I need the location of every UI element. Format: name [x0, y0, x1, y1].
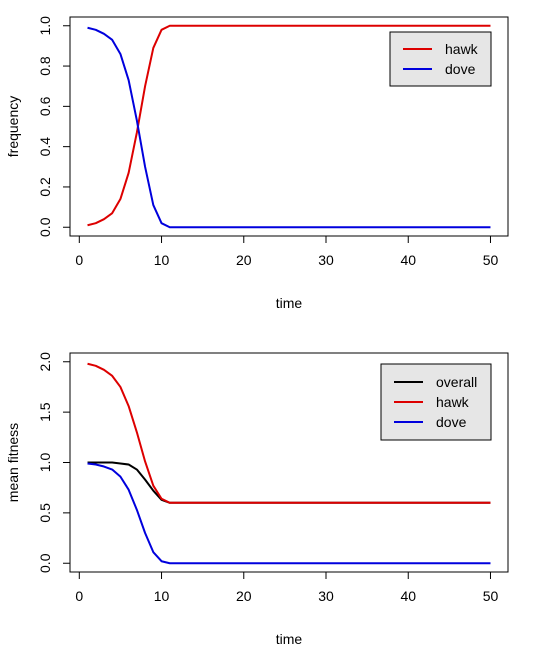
y-tick-label: 0.6 — [37, 96, 53, 116]
chart-2: 0 10 20 30 40 50 0.0 0.5 1.0 1.5 2.0 time mean fitne… — [5, 352, 509, 647]
legend-label: hawk — [445, 41, 479, 57]
y-tick-label: 0.0 — [37, 217, 53, 237]
series-line-hawk — [87, 362, 491, 504]
x-tick-label: 40 — [400, 588, 416, 604]
x-axis-title: time — [276, 295, 303, 311]
series-line-dove — [87, 462, 491, 565]
x-tick-label: 50 — [483, 588, 499, 604]
x-tick-label: 20 — [236, 252, 252, 268]
y-tick-label: 1.0 — [37, 16, 53, 36]
x-tick-label: 0 — [75, 252, 83, 268]
legend: hawk dove — [389, 31, 492, 87]
legend-label: overall — [436, 374, 477, 390]
legend-label: hawk — [436, 394, 470, 410]
chart-1: 0 10 20 30 40 50 0.0 0.2 0.4 0.6 0.8 1.0 time frequen… — [5, 16, 509, 311]
y-axis-title: frequency — [5, 96, 21, 157]
x-axis-title: time — [276, 631, 303, 647]
y-axis-title: mean fitness — [5, 423, 21, 502]
x-tick-label: 10 — [154, 588, 170, 604]
legend-label: dove — [445, 61, 476, 77]
x-tick-label: 0 — [75, 588, 83, 604]
series-line-hawk — [87, 24, 491, 227]
x-tick-label: 40 — [400, 252, 416, 268]
y-tick-label: 2.0 — [37, 352, 53, 372]
y-tick-label: 0.4 — [37, 137, 53, 157]
y-tick-label: 0.2 — [37, 177, 53, 197]
legend-box — [389, 31, 492, 87]
x-tick-label: 30 — [318, 252, 334, 268]
y-tick-label: 1.5 — [37, 402, 53, 422]
x-tick-label: 30 — [318, 588, 334, 604]
y-tick-label: 0.8 — [37, 56, 53, 76]
plot-frame — [69, 16, 509, 237]
x-tick-label: 20 — [236, 588, 252, 604]
x-tick-label: 50 — [483, 252, 499, 268]
legend: overall hawk dove — [380, 363, 492, 441]
y-tick-label: 1.0 — [37, 453, 53, 473]
x-tick-label: 10 — [154, 252, 170, 268]
y-tick-label: 0.0 — [37, 553, 53, 573]
legend-label: dove — [436, 414, 467, 430]
y-tick-label: 0.5 — [37, 503, 53, 523]
series-line-dove — [87, 26, 491, 229]
